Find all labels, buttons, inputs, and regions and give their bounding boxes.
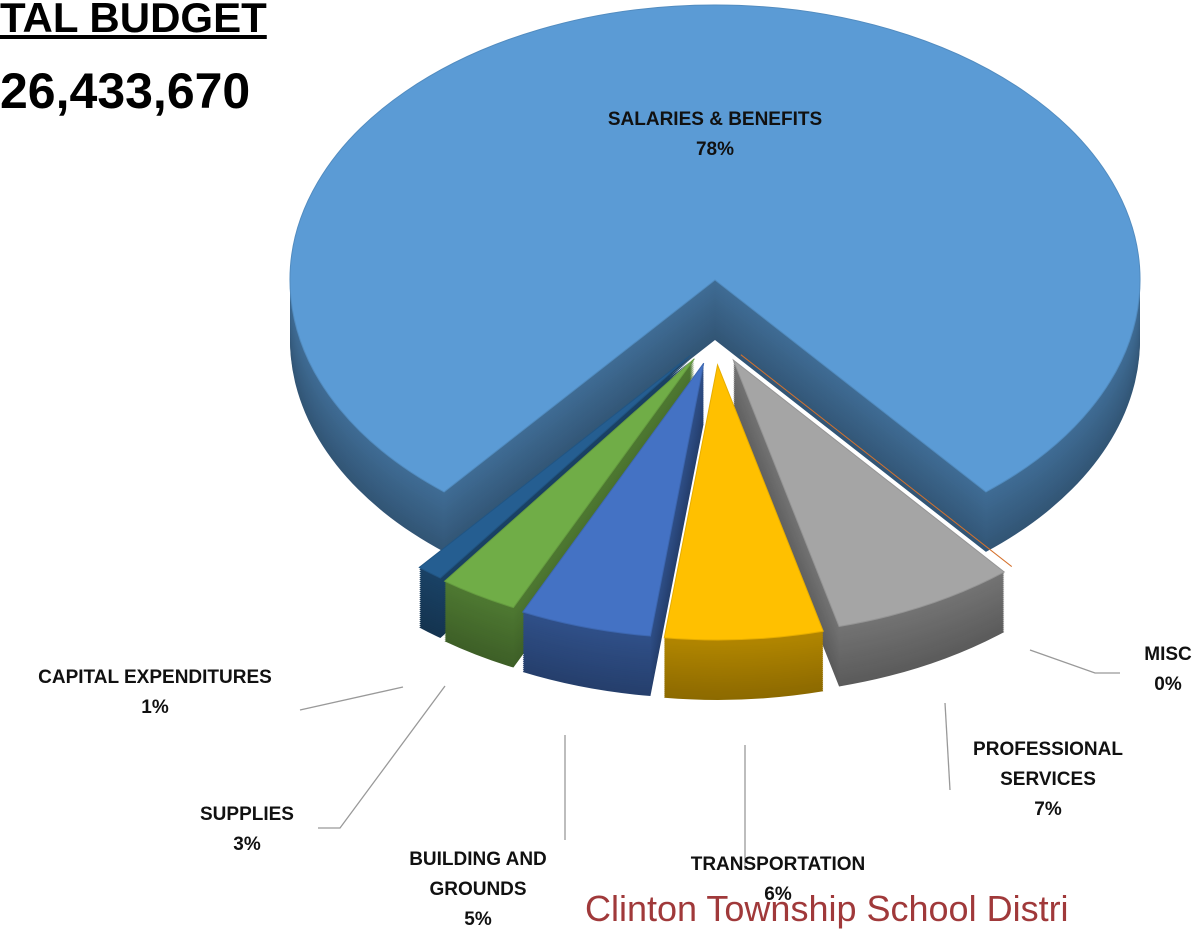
category-label: BUILDING AND GROUNDS xyxy=(409,849,547,900)
data-label: SALARIES & BENEFITS 78% xyxy=(595,105,835,165)
slice xyxy=(443,358,695,609)
title: TAL BUDGET xyxy=(0,0,267,41)
category-label: TRANSPORTATION xyxy=(690,854,866,875)
data-label: PROFESSIONAL SERVICES 7% xyxy=(958,735,1138,825)
category-label: PROFESSIONAL SERVICES xyxy=(973,739,1123,790)
leader-line xyxy=(1029,649,1120,674)
leader-line xyxy=(299,686,404,711)
data-label: CAPITAL EXPENDITURES 1% xyxy=(5,663,305,723)
category-label: SUPPLIES xyxy=(200,804,294,825)
leader-line xyxy=(318,685,446,829)
leader-line xyxy=(944,702,951,791)
subtitle: 26,433,670 xyxy=(0,63,251,119)
category-label: SALARIES & BENEFITS xyxy=(607,109,823,130)
value-label: 1% xyxy=(141,697,169,718)
value-label: 78% xyxy=(695,139,735,160)
slice xyxy=(663,363,824,641)
category-label: CAPITAL EXPENDITURES xyxy=(38,667,272,688)
value-label: 0% xyxy=(1154,674,1182,695)
slice xyxy=(740,354,1013,567)
data-label: TRANSPORTATION 6% xyxy=(658,850,898,910)
value-label: 7% xyxy=(1034,799,1062,820)
value-label: 3% xyxy=(233,834,261,855)
data-label: MISC 0% xyxy=(1128,640,1201,700)
category-label: MISC xyxy=(1144,644,1192,665)
value-label: 5% xyxy=(464,909,492,930)
slice xyxy=(418,355,691,579)
slice xyxy=(289,4,1141,493)
data-label: SUPPLIES 3% xyxy=(127,800,367,860)
data-label: BUILDING AND GROUNDS 5% xyxy=(388,845,568,935)
footer: Clinton Township School Distri xyxy=(585,888,1069,929)
value-label: 6% xyxy=(764,884,792,905)
slice xyxy=(521,362,705,637)
slice xyxy=(732,358,1006,628)
